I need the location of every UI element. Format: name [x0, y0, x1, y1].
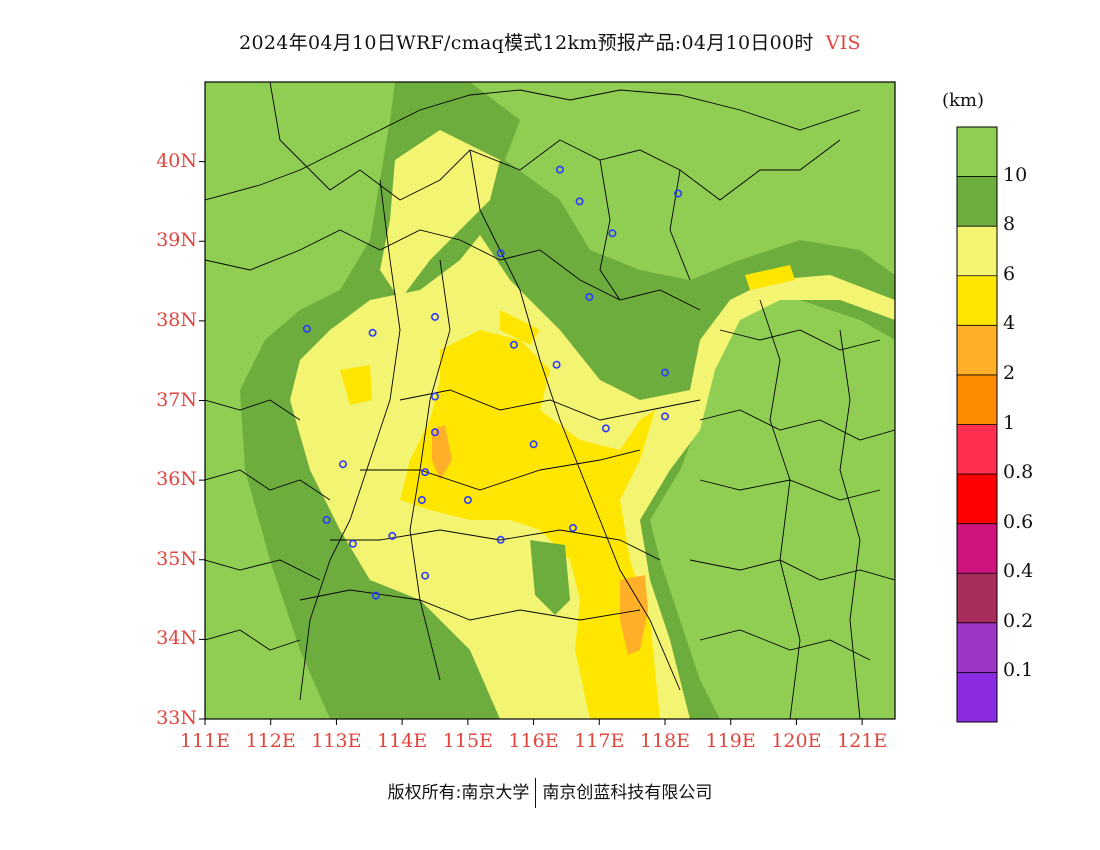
station-marker [463, 495, 472, 504]
colorbar-level-label: 6 [1003, 262, 1016, 285]
footer-separator [535, 778, 537, 808]
colorbar-level-label: 0.6 [1003, 510, 1034, 533]
axis-ticks [199, 161, 863, 725]
colorbar-swatch [957, 523, 997, 574]
colorbar-level-label: 0.1 [1003, 659, 1034, 682]
copyright-footer: 版权所有:南京大学 南京创蓝科技有限公司 [0, 778, 1100, 808]
colorbar-swatch [957, 127, 997, 178]
lon-tick-label: 111E [179, 730, 231, 752]
map-plot-area [205, 82, 895, 719]
lon-tick-label: 118E [639, 730, 691, 752]
lat-tick-label: 38N [156, 308, 197, 331]
station-marker [568, 523, 577, 532]
contour-6-8 [290, 130, 895, 719]
station-marker [302, 324, 311, 333]
station-marker [674, 189, 683, 198]
lon-tick-label: 120E [771, 730, 822, 752]
colorbar-level-label: 1 [1003, 411, 1016, 434]
colorbar-swatch [957, 474, 997, 525]
colorbar-swatch [957, 424, 997, 475]
contour-2-4 [432, 425, 648, 655]
station-marker [496, 249, 505, 258]
station-marker [371, 591, 380, 600]
boundary-lines [205, 82, 895, 719]
lon-tick-label: 117E [574, 730, 625, 752]
station-marker [575, 197, 584, 206]
station-marker [509, 340, 518, 349]
lat-tick-label: 36N [156, 468, 197, 491]
colorbar-frame [956, 126, 998, 723]
colorbar-level-label: 0.4 [1003, 560, 1034, 583]
colorbar-swatch [957, 573, 997, 624]
station-marker [368, 328, 377, 337]
station-marker [585, 292, 594, 301]
title-main: 2024年04月10日WRF/cmaq模式12km预报产品:04月10日00时 [239, 32, 814, 54]
station-markers [302, 165, 683, 600]
station-marker [555, 165, 564, 174]
station-marker [660, 368, 669, 377]
colorbar-unit: (km) [942, 90, 985, 111]
colorbar-swatch [957, 275, 997, 326]
contour-4-6 [340, 265, 795, 719]
lon-tick-label: 121E [837, 730, 888, 752]
lon-tick-label: 114E [377, 730, 428, 752]
station-marker [529, 440, 538, 449]
company-text: 南京创蓝科技有限公司 [542, 783, 713, 803]
colorbar-level-label: 0.8 [1003, 461, 1034, 484]
colorbar-level-label: 8 [1003, 213, 1016, 236]
colorbar-swatch [957, 176, 997, 227]
lat-tick-label: 33N [156, 707, 197, 729]
station-marker [388, 531, 397, 540]
lon-tick-label: 113E [311, 730, 362, 752]
station-marker [430, 392, 439, 401]
lon-tick-label: 116E [508, 730, 559, 752]
colorbar-swatch [957, 226, 997, 277]
station-marker [601, 424, 610, 433]
station-marker [338, 460, 347, 469]
lat-tick-label: 40N [156, 149, 197, 172]
colorbar-swatch [957, 374, 997, 425]
station-marker [496, 535, 505, 544]
lat-tick-label: 35N [156, 547, 197, 570]
lat-tick-label: 37N [156, 388, 197, 411]
contour-island [380, 540, 570, 670]
colorbar-swatch [957, 622, 997, 673]
station-marker [348, 539, 357, 548]
lon-tick-label: 115E [442, 730, 493, 752]
lat-tick-label: 39N [156, 229, 197, 252]
station-marker [552, 360, 561, 369]
station-marker [421, 468, 430, 477]
station-marker [608, 229, 617, 238]
colorbar-swatch [957, 672, 997, 723]
lat-tick-label: 34N [156, 627, 197, 650]
title-variable: VIS [825, 32, 861, 54]
lon-tick-label: 112E [245, 730, 296, 752]
station-marker [417, 495, 426, 504]
colorbar-level-label: 10 [1003, 163, 1028, 186]
colorbar-level-label: 4 [1003, 312, 1016, 335]
colorbar-level-label: 2 [1003, 361, 1016, 384]
colorbar-swatch [957, 325, 997, 376]
station-marker [322, 515, 331, 524]
colorbar [956, 126, 998, 723]
copyright-text: 版权所有:南京大学 [387, 783, 530, 803]
station-marker [660, 412, 669, 421]
station-marker [430, 428, 439, 437]
station-marker [430, 312, 439, 321]
lon-tick-label: 119E [705, 730, 756, 752]
map-title: 2024年04月10日WRF/cmaq模式12km预报产品:04月10日00时 V… [0, 28, 1100, 55]
station-marker [421, 571, 430, 580]
colorbar-level-label: 0.2 [1003, 609, 1034, 632]
